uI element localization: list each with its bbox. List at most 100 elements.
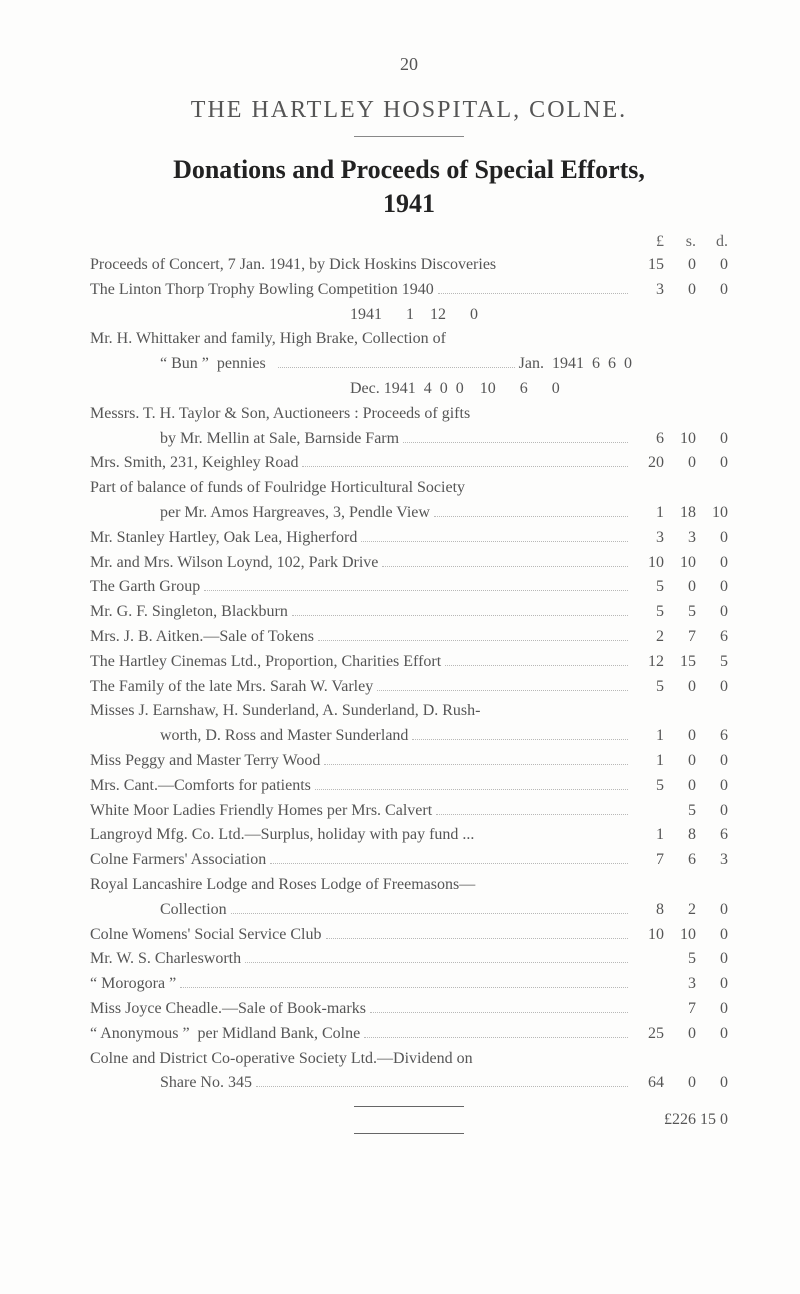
page-title-1: THE HARTLEY HOSPITAL, COLNE. <box>90 97 728 124</box>
page-number: 20 <box>90 54 728 75</box>
leader-dots <box>364 1022 628 1037</box>
entry-text: Royal Lancashire Lodge and Roses Lodge o… <box>90 873 475 898</box>
entry-text: Mrs. Smith, 231, Keighley Road <box>90 451 298 476</box>
col-l-header: £ <box>632 233 664 251</box>
entry-text: Colne and District Co-operative Society … <box>90 1047 473 1072</box>
entry-row: Mr. W. S. Charlesworth50 <box>90 947 728 972</box>
entry-row: “ Morogora ”30 <box>90 972 728 997</box>
col-l: 8 <box>632 898 664 923</box>
col-s: 10 <box>664 427 696 452</box>
entry-text: Mr. G. F. Singleton, Blackburn <box>90 600 288 625</box>
col-s: 0 <box>664 1071 696 1096</box>
col-d: 10 <box>696 501 728 526</box>
page-title-2: Donations and Proceeds of Special Effort… <box>90 155 728 185</box>
leader-dots <box>302 452 628 467</box>
col-l: 10 <box>464 377 496 402</box>
col-s-header: s. <box>664 233 696 251</box>
leader-dots <box>318 626 628 641</box>
col-s: 6 <box>664 848 696 873</box>
col-l: 5 <box>632 575 664 600</box>
col-d: 6 <box>696 823 728 848</box>
entry-row: Colne Womens' Social Service Club10100 <box>90 923 728 948</box>
entry-row: Langroyd Mfg. Co. Ltd.—Surplus, holiday … <box>90 823 728 848</box>
leader-dots <box>315 774 628 789</box>
col-s: 0 <box>664 724 696 749</box>
col-l: 10 <box>632 551 664 576</box>
entry-text: Mr. and Mrs. Wilson Loynd, 102, Park Dri… <box>90 551 378 576</box>
col-d: 0 <box>696 749 728 774</box>
leader-dots <box>412 725 628 740</box>
col-d: 0 <box>696 451 728 476</box>
col-s: 0 <box>664 278 696 303</box>
currency-header: £ s. d. <box>90 233 728 251</box>
entry-text: Miss Joyce Cheadle.—Sale of Book-marks <box>90 997 366 1022</box>
leader-dots <box>180 973 628 988</box>
col-d: 6 <box>696 724 728 749</box>
entry-row: Mr. Stanley Hartley, Oak Lea, Higherford… <box>90 526 728 551</box>
entry-row: Mr. G. F. Singleton, Blackburn550 <box>90 600 728 625</box>
col-l: 1 <box>382 303 414 328</box>
col-d: 6 <box>696 625 728 650</box>
entry-text: Proceeds of Concert, 7 Jan. 1941, by Dic… <box>90 253 496 278</box>
col-s: 0 <box>664 675 696 700</box>
title-rule <box>354 136 464 137</box>
entry-row: Misses J. Earnshaw, H. Sunderland, A. Su… <box>90 699 728 724</box>
col-s: 7 <box>664 997 696 1022</box>
entry-row: “ Anonymous ” per Midland Bank, Colne250… <box>90 1022 728 1047</box>
entry-row: Royal Lancashire Lodge and Roses Lodge o… <box>90 873 728 898</box>
entry-row: Colne Farmers' Association763 <box>90 848 728 873</box>
entry-text: Mr. W. S. Charlesworth <box>90 947 241 972</box>
col-s: 18 <box>664 501 696 526</box>
entry-text: The Garth Group <box>90 575 200 600</box>
entry-row: Mr. H. Whittaker and family, High Brake,… <box>90 327 728 352</box>
col-d: 5 <box>696 650 728 675</box>
col-d: 0 <box>528 377 560 402</box>
col-d: 0 <box>696 427 728 452</box>
entry-text: by Mr. Mellin at Sale, Barnside Farm <box>160 427 399 452</box>
entry-row: worth, D. Ross and Master Sunderland106 <box>90 724 728 749</box>
col-s: 7 <box>664 625 696 650</box>
col-s: 12 <box>414 303 446 328</box>
entry-text: Mrs. J. B. Aitken.—Sale of Tokens <box>90 625 314 650</box>
col-l: 3 <box>632 526 664 551</box>
col-s: 0 <box>664 575 696 600</box>
col-d: 0 <box>696 1022 728 1047</box>
col-l: 20 <box>632 451 664 476</box>
entry-text: Colne Farmers' Association <box>90 848 266 873</box>
total-rule-top <box>354 1106 464 1107</box>
entry-text: Miss Peggy and Master Terry Wood <box>90 749 320 774</box>
leader-dots <box>270 849 628 864</box>
col-s: 2 <box>664 898 696 923</box>
col-s: 0 <box>664 253 696 278</box>
leader-dots <box>436 799 628 814</box>
entry-text: White Moor Ladies Friendly Homes per Mrs… <box>90 799 432 824</box>
entry-row: Messrs. T. H. Taylor & Son, Auctioneers … <box>90 402 728 427</box>
entry-row: Miss Peggy and Master Terry Wood100 <box>90 749 728 774</box>
col-l: 3 <box>632 278 664 303</box>
leader-dots <box>361 526 628 541</box>
col-s: 0 <box>664 1022 696 1047</box>
entry-row: Part of balance of funds of Foulridge Ho… <box>90 476 728 501</box>
entry-row: Mrs. Smith, 231, Keighley Road2000 <box>90 451 728 476</box>
leader-dots <box>438 278 628 293</box>
col-d: 0 <box>696 923 728 948</box>
col-l: 5 <box>632 774 664 799</box>
entry-row: Mr. and Mrs. Wilson Loynd, 102, Park Dri… <box>90 551 728 576</box>
col-d: 0 <box>696 551 728 576</box>
col-d: 0 <box>696 600 728 625</box>
col-l: 1 <box>632 823 664 848</box>
leader-dots <box>445 650 628 665</box>
leader-dots <box>292 601 628 616</box>
entry-text: Misses J. Earnshaw, H. Sunderland, A. Su… <box>90 699 480 724</box>
col-d: 3 <box>696 848 728 873</box>
entry-row: Mrs. J. B. Aitken.—Sale of Tokens 276 <box>90 625 728 650</box>
entry-row: Proceeds of Concert, 7 Jan. 1941, by Dic… <box>90 253 728 278</box>
col-s: 5 <box>664 947 696 972</box>
entry-text: Langroyd Mfg. Co. Ltd.—Surplus, holiday … <box>90 823 474 848</box>
leader-dots <box>245 948 628 963</box>
col-l: 10 <box>632 923 664 948</box>
col-l: 25 <box>632 1022 664 1047</box>
col-l: 2 <box>632 625 664 650</box>
col-d: 0 <box>446 303 478 328</box>
col-d: 0 <box>696 898 728 923</box>
